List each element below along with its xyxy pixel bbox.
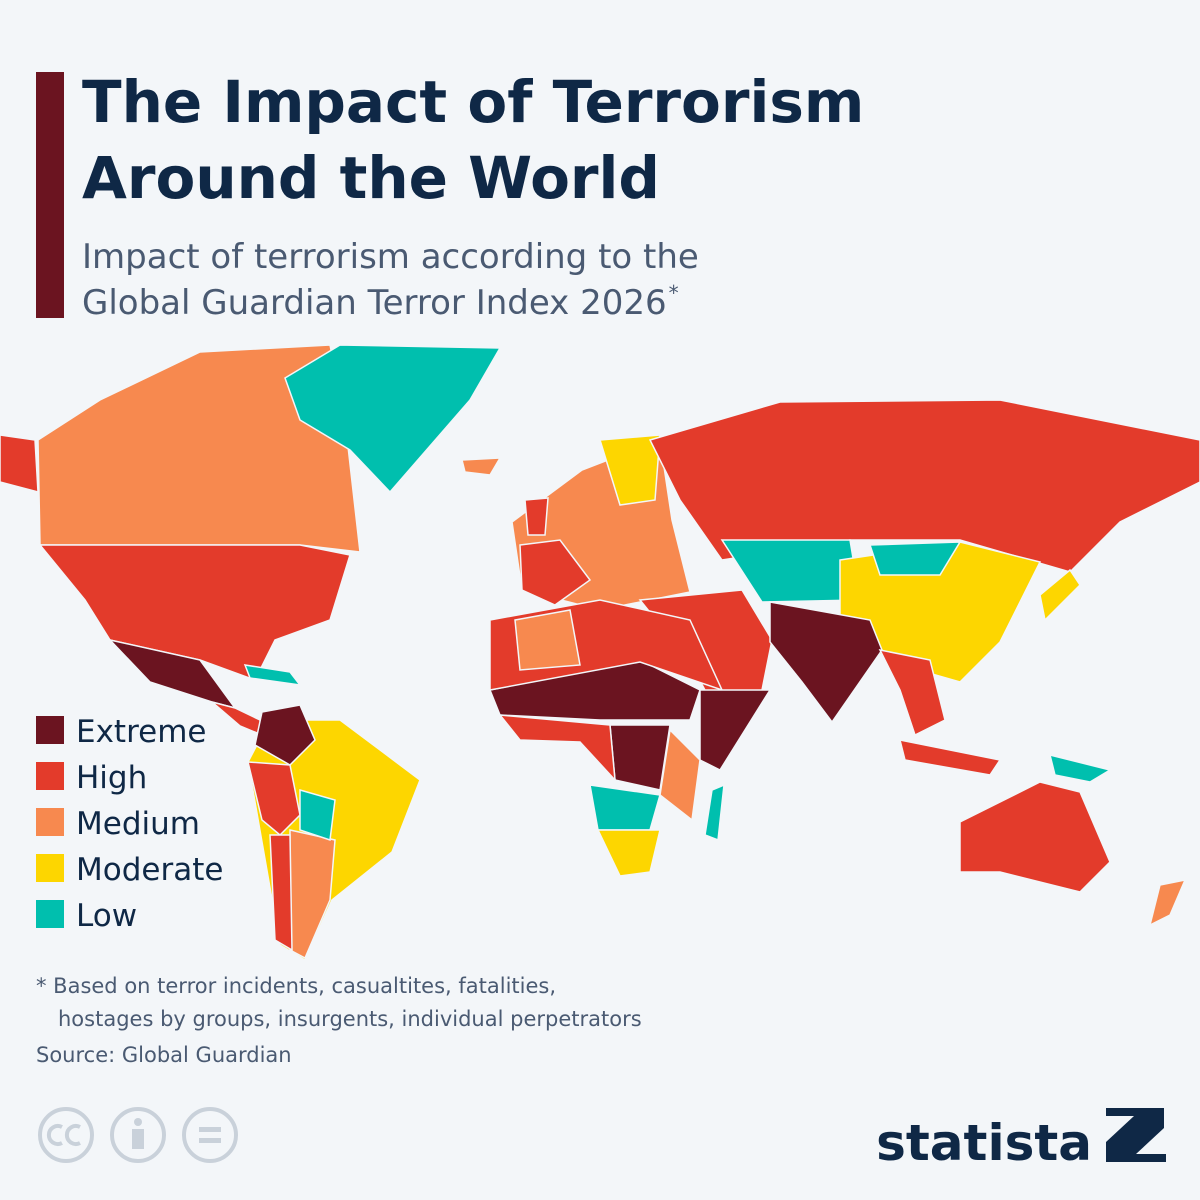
world-map: [0, 344, 1200, 962]
subtitle-note-mark: *: [669, 281, 679, 305]
cc-icon: [38, 1107, 94, 1163]
title-accent-bar: [36, 72, 64, 318]
brand-name: statista: [876, 1114, 1092, 1172]
legend-label: Low: [76, 898, 137, 934]
argentina: [289, 829, 336, 960]
by-head: [134, 1118, 142, 1126]
footnote-line: hostages by groups, insurgents, individu…: [58, 1007, 642, 1031]
png: [1048, 753, 1112, 783]
brand-logo: [1106, 1108, 1166, 1162]
peru: [247, 761, 301, 837]
legend-swatch: [36, 716, 64, 744]
by-icon: [110, 1107, 166, 1163]
legend-label: Medium: [76, 806, 200, 842]
nd-icon: [182, 1107, 238, 1163]
source: Source: Global Guardian: [36, 1043, 292, 1067]
legend-swatch: [36, 762, 64, 790]
alaska: [0, 434, 39, 493]
legend-label: Extreme: [76, 714, 207, 750]
title-line: Around the World: [82, 144, 660, 212]
madagascar: [704, 783, 725, 842]
caribbean: [243, 664, 302, 686]
new-zealand: [1148, 878, 1187, 927]
japan: [1039, 568, 1081, 622]
colombia: [254, 704, 316, 766]
footnote-line: * Based on terror incidents, casualtites…: [36, 974, 556, 998]
legend-swatch: [36, 900, 64, 928]
mongolia: [868, 541, 962, 576]
subtitle-line: Impact of terrorism according to the: [82, 237, 699, 277]
legend-label: High: [76, 760, 147, 796]
license-icons: [38, 1107, 238, 1163]
chile: [269, 834, 293, 952]
legend-label: Moderate: [76, 852, 223, 888]
indonesia: [898, 739, 1002, 776]
congo: [609, 724, 671, 791]
east-africa: [659, 728, 701, 822]
subtitle-line: Global Guardian Terror Index 2026: [82, 283, 667, 323]
iceland: [461, 457, 502, 476]
legend-swatch: [36, 808, 64, 836]
nd-bar: [199, 1138, 221, 1143]
usa: [38, 544, 351, 681]
australia: [959, 781, 1111, 893]
finland: [599, 434, 661, 506]
west-africa: [498, 714, 616, 783]
southeast-asia: [878, 648, 946, 737]
russia: [648, 399, 1200, 573]
south-africa: [596, 829, 661, 877]
central-america: [211, 701, 263, 737]
bolivia: [299, 789, 336, 842]
south-asia: [769, 601, 883, 724]
nd-bar: [199, 1127, 221, 1132]
horn-of-africa: [699, 689, 772, 771]
legend-swatch: [36, 854, 64, 882]
greenland: [284, 344, 502, 494]
by-body: [132, 1129, 144, 1149]
algeria: [514, 609, 581, 671]
southern-africa: [589, 784, 661, 831]
uk: [524, 497, 549, 536]
western-europe: [519, 539, 592, 606]
title-line: The Impact of Terrorism: [82, 68, 864, 136]
cc-glyph: [46, 1124, 81, 1146]
